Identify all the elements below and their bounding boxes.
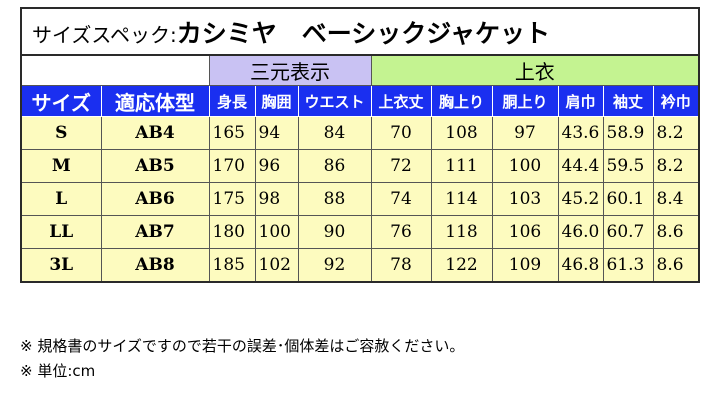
table-row: L AB6 175 98 88 74 114 103 45.2 60.1 8.4: [20, 182, 700, 216]
cell-shoulder: 45.2: [557, 182, 604, 216]
cell-waist: 84: [297, 116, 372, 150]
cell-chest-width: 118: [430, 215, 493, 249]
group-body-measurements: 三元表示: [208, 54, 372, 86]
cell-shoulder: 46.8: [557, 248, 604, 283]
col-header-size: サイズ: [20, 85, 102, 117]
size-spec-table: サイズスペック:カシミヤ ベーシックジャケット 三元表示 上衣 サイズ 適応体型…: [20, 7, 701, 283]
product-name: カシミヤ ベーシックジャケット: [176, 18, 551, 48]
cell-waist-width: 97: [491, 116, 559, 150]
cell-body-type: AB7: [100, 215, 210, 249]
table-row: LL AB7 180 100 90 76 118 106 46.0 60.7 8…: [20, 215, 700, 249]
footnotes: ※ 規格書のサイズですので若干の誤差･個体差はご容赦ください。 ※ 単位:cm: [20, 334, 464, 384]
col-header-waist: ウエスト: [297, 85, 372, 117]
col-header-waist-width: 胴上り: [491, 85, 559, 117]
col-header-height: 身長: [208, 85, 256, 117]
cell-chest: 98: [254, 182, 299, 216]
col-header-collar: 衿巾: [652, 85, 700, 117]
cell-height: 180: [208, 215, 256, 249]
cell-size: LL: [20, 215, 102, 249]
group-blank-cell: [20, 54, 210, 86]
cell-body-type: AB4: [100, 116, 210, 150]
cell-jacket-length: 72: [370, 149, 432, 183]
cell-waist-width: 106: [491, 215, 559, 249]
spec-label: サイズスペック:: [32, 22, 177, 47]
table-row: M AB5 170 96 86 72 111 100 44.4 59.5 8.2: [20, 149, 700, 183]
note-tolerance: ※ 規格書のサイズですので若干の誤差･個体差はご容赦ください。: [20, 337, 465, 355]
cell-waist: 92: [297, 248, 372, 283]
cell-jacket-length: 70: [370, 116, 432, 150]
cell-chest-width: 114: [430, 182, 493, 216]
cell-chest-width: 108: [430, 116, 493, 150]
table-title: サイズスペック:カシミヤ ベーシックジャケット: [20, 7, 700, 56]
cell-collar: 8.4: [652, 182, 700, 216]
table-row: 3L AB8 185 102 92 78 122 109 46.8 61.3 8…: [20, 248, 700, 283]
table-row: S AB4 165 94 84 70 108 97 43.6 58.9 8.2: [20, 116, 700, 150]
col-header-shoulder: 肩巾: [557, 85, 604, 117]
cell-shoulder: 43.6: [557, 116, 604, 150]
col-header-chest: 胸囲: [254, 85, 299, 117]
cell-jacket-length: 74: [370, 182, 432, 216]
cell-waist-width: 109: [491, 248, 559, 283]
header-row: サイズ 適応体型 身長 胸囲 ウエスト 上衣丈 胸上り 胴上り 肩巾 袖丈 衿巾: [20, 85, 700, 117]
cell-size: M: [20, 149, 102, 183]
note-unit: ※ 単位:cm: [20, 362, 96, 380]
cell-shoulder: 46.0: [557, 215, 604, 249]
col-header-jacket-length: 上衣丈: [370, 85, 432, 117]
cell-height: 170: [208, 149, 256, 183]
cell-waist-width: 103: [491, 182, 559, 216]
cell-height: 165: [208, 116, 256, 150]
cell-size: 3L: [20, 248, 102, 283]
cell-collar: 8.2: [652, 116, 700, 150]
cell-jacket-length: 78: [370, 248, 432, 283]
cell-chest: 100: [254, 215, 299, 249]
cell-waist-width: 100: [491, 149, 559, 183]
cell-shoulder: 44.4: [557, 149, 604, 183]
cell-waist: 90: [297, 215, 372, 249]
size-spec-panel: サイズスペック:カシミヤ ベーシックジャケット 三元表示 上衣 サイズ 適応体型…: [20, 7, 701, 283]
cell-chest: 94: [254, 116, 299, 150]
cell-waist: 88: [297, 182, 372, 216]
cell-collar: 8.6: [652, 215, 700, 249]
cell-collar: 8.2: [652, 149, 700, 183]
cell-body-type: AB8: [100, 248, 210, 283]
cell-height: 185: [208, 248, 256, 283]
cell-chest: 102: [254, 248, 299, 283]
group-garment: 上衣: [370, 54, 700, 86]
cell-chest-width: 111: [430, 149, 493, 183]
cell-sleeve: 58.9: [602, 116, 654, 150]
cell-sleeve: 60.1: [602, 182, 654, 216]
col-header-sleeve: 袖丈: [602, 85, 654, 117]
cell-height: 175: [208, 182, 256, 216]
cell-jacket-length: 76: [370, 215, 432, 249]
cell-sleeve: 60.7: [602, 215, 654, 249]
cell-chest-width: 122: [430, 248, 493, 283]
cell-waist: 86: [297, 149, 372, 183]
cell-size: L: [20, 182, 102, 216]
cell-sleeve: 61.3: [602, 248, 654, 283]
cell-body-type: AB5: [100, 149, 210, 183]
cell-body-type: AB6: [100, 182, 210, 216]
cell-chest: 96: [254, 149, 299, 183]
col-header-chest-width: 胸上り: [430, 85, 493, 117]
cell-collar: 8.6: [652, 248, 700, 283]
cell-size: S: [20, 116, 102, 150]
cell-sleeve: 59.5: [602, 149, 654, 183]
col-header-body-type: 適応体型: [100, 85, 210, 117]
